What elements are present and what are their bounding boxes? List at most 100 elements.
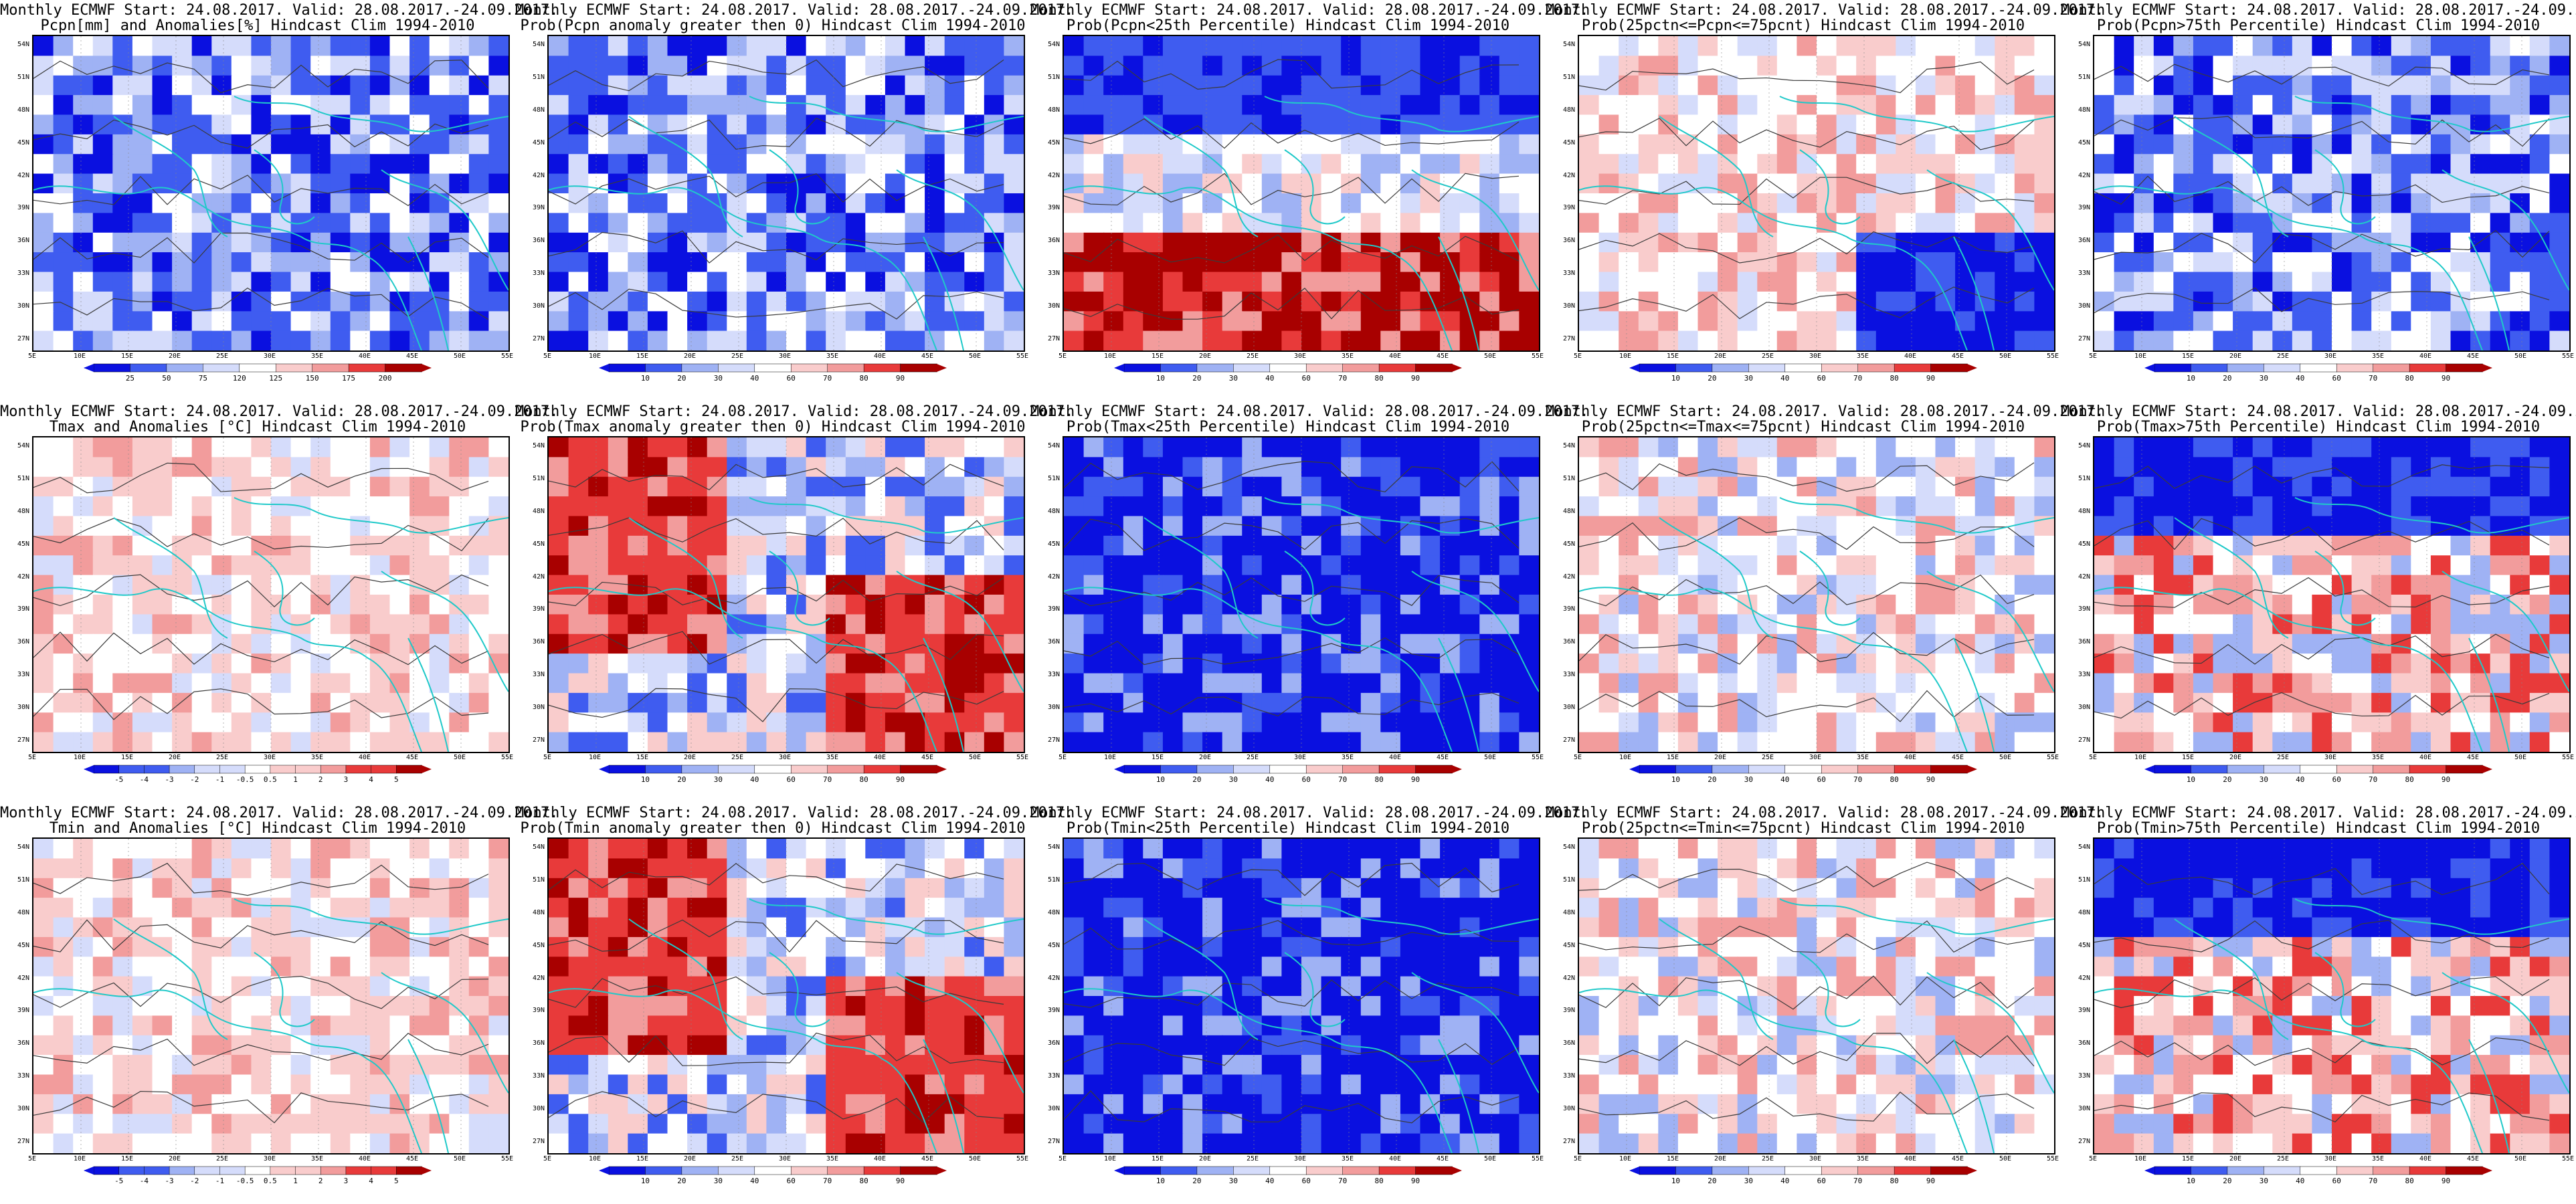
coastline [234,96,509,132]
coastline [1953,236,1995,350]
colorbar-segment [754,765,792,774]
coastline [33,988,422,1153]
lon-tick-label: 15E [120,754,134,761]
lon-tick-label: 40E [1904,1155,1917,1163]
colorbar-segment [1342,363,1380,373]
colorbar-segment [2300,765,2337,774]
colorbar-segment [2373,765,2410,774]
colorbar-label: 80 [859,775,868,784]
contour-line [1064,59,1520,90]
lon-tick-label: 45E [1951,1155,1964,1163]
colorbar-label: 70 [823,374,832,383]
colorbar-label: 30 [1228,374,1238,383]
map-plot [2094,839,2569,1153]
contour-line [1579,286,2035,320]
lon-tick-label: 10E [1103,754,1117,761]
lat-tick-label: 27N [1562,335,1575,342]
colorbar-segment [2191,1166,2228,1175]
lon-tick-label: 10E [73,754,86,761]
colorbar-segment [2227,363,2265,373]
coastline [1779,898,2054,935]
contour-line [549,464,1004,491]
lat-tick-label: 30N [532,302,545,310]
lat-tick-label: 27N [2078,1138,2090,1145]
lat-tick-label: 45N [532,941,545,949]
lon-tick-label: 45E [1951,353,1964,360]
lat-tick-label: 48N [1562,908,1575,916]
coastline [1799,149,1861,225]
colorbar-label: 60 [1817,775,1826,784]
colorbar-label: 150 [305,374,319,383]
colorbar-segment [1930,765,1968,774]
colorbar-segment [1639,1166,1677,1175]
colorbar-segment [169,1166,195,1175]
map-frame [32,35,510,352]
shaded-field [1064,437,1539,752]
shaded-field [33,839,509,1153]
colorbar-label: 30 [713,775,723,784]
lon-tick-label: 15E [1666,754,1679,761]
coastline [1143,918,1259,1040]
colorbar-segment [166,363,204,373]
lon-tick-label: 30E [1809,353,1822,360]
colorbar-label: 80 [1890,775,1899,784]
lat-tick-label: 33N [1562,270,1575,278]
coastline [923,236,964,350]
lat-tick-label: 39N [532,1007,545,1015]
colorbar-segment [2154,363,2192,373]
contour-line [33,175,489,207]
colorbar-label: 20 [1192,1177,1202,1185]
coastline [1659,116,1774,237]
lat-tick-label: 39N [17,1007,29,1015]
contour-line [33,287,489,320]
colorbar-label: 30 [1744,775,1753,784]
colorbar-segment [239,363,276,373]
lat-tick-label: 33N [17,671,29,679]
lon-tick-label: 55E [1016,353,1029,360]
colorbar-label: 40 [1780,374,1790,383]
lon-tick-label: 55E [2046,353,2059,360]
contour-line [1579,575,2035,607]
coastline [33,185,422,350]
colorbar-label: 20 [1192,775,1202,784]
lat-tick-label: 36N [2078,1039,2090,1047]
colorbar-arrow-right [937,1167,947,1175]
lat-tick-label: 39N [17,605,29,613]
lat-tick-label: 27N [532,736,545,744]
colorbar-segment [790,765,828,774]
lon-tick-label: 55E [1531,1155,1544,1163]
panel-title-line-2: Prob(25pctn<=Pcpn<=75pcnt) Hindcast Clim… [1581,17,2025,34]
colorbar-label: 0.5 [263,1177,277,1185]
colorbar-segment [2373,1166,2410,1175]
colorbar-segment [1675,765,1713,774]
colorbar-label: 20 [677,775,686,784]
lon-tick-label: 15E [1151,353,1164,360]
lat-tick-label: 36N [1562,1039,1575,1047]
lat-tick-label: 39N [2078,204,2090,212]
coastline [2294,497,2569,534]
lon-tick-label: 45E [1951,754,1964,761]
lat-tick-label: 45N [17,540,29,548]
contour-line [33,60,489,94]
colorbar-segment [275,363,313,373]
colorbar-label: 60 [1301,775,1311,784]
colorbar-label: 10 [640,374,650,383]
colorbar-label: 30 [1228,1177,1238,1185]
panel-title-line-2: Pcpn[mm] and Anomalies[%] Hindcast Clim … [40,17,475,34]
lat-tick-label: 30N [1047,704,1060,712]
colorbar: 10 20 30 40 60 70 80 90 [599,764,947,795]
colorbar: -5 -4 -3 -2 -1 -0.5 0.5 1 2 3 4 5 [84,1165,432,1196]
contour-line [33,631,489,666]
lon-tick-label: 25E [2276,754,2290,761]
colorbar: 10 20 30 40 60 70 80 90 [599,1165,947,1196]
colorbar-label: 60 [1301,1177,1311,1185]
colorbar-segment [2154,1166,2192,1175]
lon-tick-label: 5E [2088,353,2098,360]
colorbar-arrow-left [599,765,609,773]
colorbar-segment [1930,363,1968,373]
lat-tick-label: 54N [532,442,545,449]
colorbar-segment [345,765,372,774]
lat-tick-label: 33N [17,1072,29,1080]
lat-tick-label: 45N [1047,540,1060,548]
contour-line [1064,234,1520,264]
